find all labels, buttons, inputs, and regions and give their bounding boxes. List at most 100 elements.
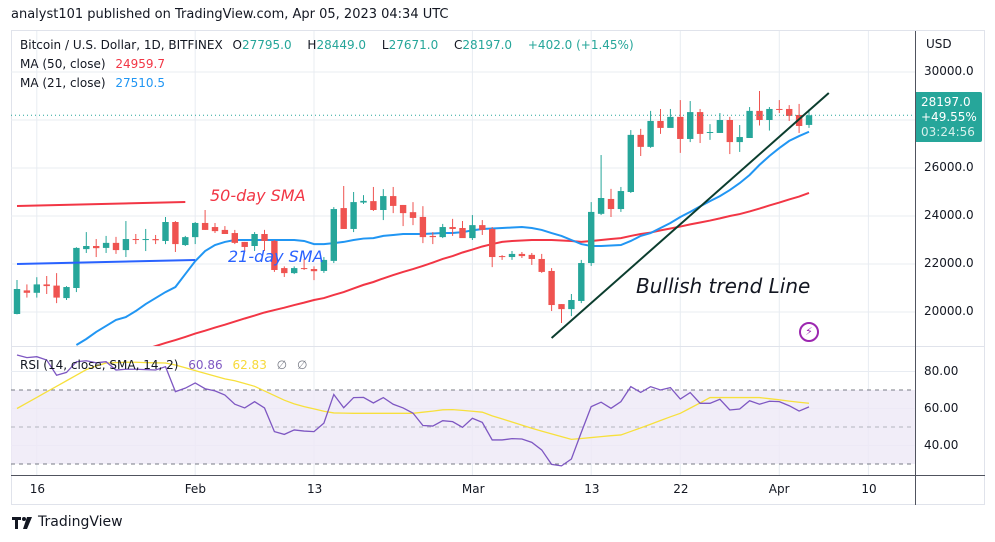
candle xyxy=(43,276,50,294)
candle xyxy=(746,107,753,138)
candle xyxy=(370,186,377,211)
candle-body xyxy=(746,110,753,138)
candle-body xyxy=(429,235,436,238)
candle xyxy=(63,286,70,300)
candle xyxy=(152,234,159,245)
rsi-label: RSI (14, close, SMA, 14, 2) xyxy=(20,358,179,372)
rsi-tick-label: 40.00 xyxy=(924,437,959,452)
trend-line-annotation[interactable]: Bullish trend Line xyxy=(636,274,811,298)
candle-body xyxy=(498,256,506,258)
candle-body xyxy=(568,300,575,310)
last-price-change: +49.55% xyxy=(921,110,977,124)
rsi-legend[interactable]: RSI (14, close, SMA, 14, 2) 60.86 62.83 … xyxy=(20,358,313,373)
candle-body xyxy=(83,246,90,250)
sma21-annotation[interactable]: 21-day SMA xyxy=(228,247,324,266)
candle-body xyxy=(33,284,40,293)
candle-body xyxy=(716,120,724,133)
candle xyxy=(736,125,743,152)
candle xyxy=(350,192,357,233)
time-tick-label: 16 xyxy=(29,482,46,496)
candle xyxy=(409,202,417,226)
ma21-legend[interactable]: MA (21, close) 27510.5 xyxy=(20,76,171,91)
currency-label[interactable]: USD xyxy=(926,37,952,51)
ma50-legend[interactable]: MA (50, close) 24959.7 xyxy=(20,57,171,72)
price-tick-label: 30000.0 xyxy=(924,64,974,78)
sma50-annotation[interactable]: 50-day SMA xyxy=(210,186,306,205)
candle-body xyxy=(300,268,308,270)
candle xyxy=(469,215,476,240)
candle-body xyxy=(112,242,120,251)
candle-body xyxy=(657,120,664,128)
candle-body xyxy=(310,269,318,272)
candle-body xyxy=(667,116,674,128)
candle-body xyxy=(607,198,615,210)
candle xyxy=(617,186,625,212)
candle-body xyxy=(508,253,516,258)
candle-body xyxy=(162,222,169,241)
candle xyxy=(647,110,654,148)
time-tick-label: 10 xyxy=(861,482,877,496)
lightning-icon[interactable]: ⚡ xyxy=(799,322,819,342)
candle xyxy=(716,113,724,133)
last-price-tag: 28197.0 +49.55% 03:24:56 xyxy=(916,92,982,142)
tradingview-logo[interactable]: TradingView xyxy=(12,514,123,531)
candle-body xyxy=(449,227,456,229)
high-value: 28449.0 xyxy=(316,38,367,52)
candle-body xyxy=(142,239,149,241)
candle-body xyxy=(538,258,545,272)
candle-body xyxy=(93,246,100,249)
candle xyxy=(310,266,318,281)
candle-body xyxy=(736,137,743,143)
candle-body xyxy=(182,237,189,246)
candle xyxy=(449,218,456,236)
candle-body xyxy=(211,227,219,232)
chart-frame xyxy=(11,30,985,505)
time-tick-label: 13 xyxy=(584,482,600,496)
time-tick-label: 13 xyxy=(307,482,323,496)
candle-body xyxy=(588,211,595,264)
candle-body xyxy=(776,108,783,110)
candle xyxy=(360,195,367,204)
candle-body xyxy=(320,259,328,271)
symbol-title[interactable]: Bitcoin / U.S. Dollar, 1D, BITFINEX xyxy=(20,38,223,52)
candle xyxy=(281,266,288,277)
candle xyxy=(508,251,516,260)
candle xyxy=(548,268,555,312)
candle xyxy=(766,107,773,131)
candle-body xyxy=(201,222,209,230)
low-value: 27671.0 xyxy=(388,38,439,52)
candle xyxy=(112,236,120,254)
candle-body xyxy=(805,115,813,125)
candle xyxy=(696,108,704,144)
time-tick-label: Apr xyxy=(768,482,790,496)
candle xyxy=(399,204,407,227)
tradingview-logo-icon xyxy=(12,516,32,529)
candle-body xyxy=(172,222,179,245)
candle-body xyxy=(419,216,427,238)
rsi-sma-value: 62.83 xyxy=(232,358,267,372)
candle xyxy=(261,229,268,252)
candle xyxy=(300,258,308,270)
candle xyxy=(251,232,258,252)
sma50-marker-line xyxy=(16,201,186,207)
rsi-tick-label: 80.00 xyxy=(924,363,959,378)
bar-countdown: 03:24:56 xyxy=(921,125,975,139)
candle-body xyxy=(360,200,367,203)
candle-body xyxy=(459,228,466,239)
candle xyxy=(132,234,139,245)
candle xyxy=(231,229,238,245)
candle xyxy=(776,100,783,114)
candle-body xyxy=(102,242,110,248)
candle xyxy=(568,294,575,317)
symbol-legend: Bitcoin / U.S. Dollar, 1D, BITFINEX O277… xyxy=(20,38,640,53)
candle-body xyxy=(330,209,337,261)
price-tick-label: 24000.0 xyxy=(924,208,974,222)
candle xyxy=(518,252,526,258)
candle-body xyxy=(706,132,714,133)
published-byline: analyst101 published on TradingView.com,… xyxy=(11,7,449,22)
bullish-trend-line xyxy=(550,92,830,339)
candle-body xyxy=(231,233,238,243)
candle xyxy=(142,228,149,252)
candle xyxy=(23,284,31,298)
